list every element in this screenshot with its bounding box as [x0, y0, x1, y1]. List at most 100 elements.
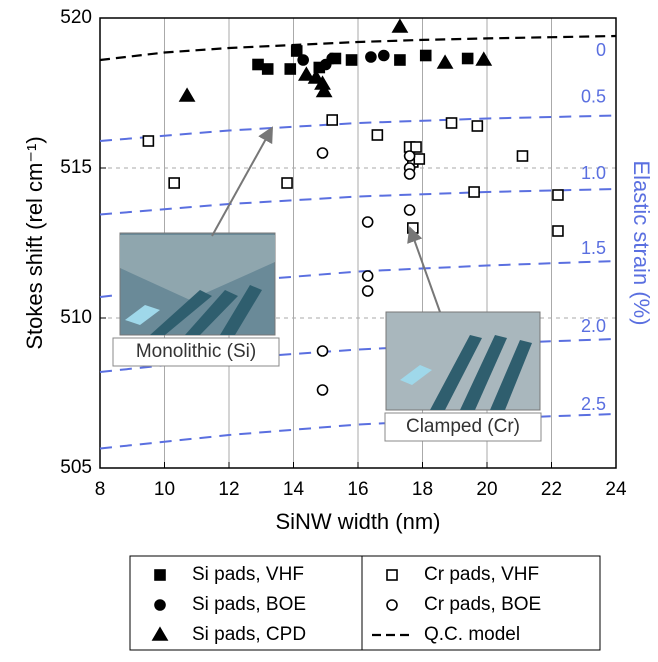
line	[99, 114, 617, 142]
marker-circle	[361, 285, 374, 297]
marker-square	[419, 49, 432, 62]
legend-label: Si pads, CPD	[192, 624, 306, 645]
strain-label: 1.0	[581, 163, 606, 183]
marker-circle	[326, 52, 339, 65]
inset-gap	[125, 305, 160, 325]
marker-triangle	[298, 66, 315, 81]
marker-circle	[386, 599, 398, 611]
strain-label: 2.0	[581, 316, 606, 336]
annotation-box	[112, 337, 280, 367]
inset-monolithic: Monolithic (Si)	[112, 232, 280, 367]
arrow	[211, 126, 273, 237]
marker-square	[445, 117, 458, 129]
arrow	[407, 226, 441, 313]
marker-circle	[297, 54, 309, 66]
inset-wire	[150, 290, 212, 335]
legend-label: Q.C. model	[424, 624, 520, 645]
marker-square	[252, 58, 264, 71]
marker-square	[386, 569, 398, 581]
legend-box	[129, 555, 601, 651]
marker-square	[290, 45, 303, 57]
x-tick-label: 24	[605, 479, 627, 500]
plot-frame	[99, 17, 617, 469]
marker-circle	[316, 147, 329, 159]
x-tick-label: 8	[95, 479, 106, 500]
marker-square	[345, 54, 358, 66]
marker-square	[326, 114, 339, 126]
marker-triangle	[307, 69, 325, 84]
x-tick-label: 18	[412, 479, 433, 500]
inset-wire	[490, 340, 532, 410]
annotation: Clamped (Cr)	[406, 416, 520, 437]
legend-label: Cr pads, VHF	[424, 564, 539, 585]
x-tick-label: 14	[283, 479, 305, 500]
y-tick-label: 520	[60, 7, 92, 28]
marker-circle	[403, 204, 416, 216]
inset-wire	[430, 335, 482, 410]
inset-wire	[220, 285, 262, 335]
legend-label: Si pads, BOE	[192, 594, 306, 615]
inset-clamped: Clamped (Cr)	[384, 311, 542, 442]
marker-square	[168, 177, 180, 189]
y-tick-label: 510	[60, 307, 92, 328]
marker-triangle	[475, 51, 493, 66]
insets: Monolithic (Si) Clamped (Cr)	[112, 126, 542, 442]
marker-circle	[316, 345, 329, 357]
marker-square	[371, 129, 384, 141]
marker-circle	[154, 599, 166, 611]
strain-label: 1.5	[581, 238, 606, 258]
marker-square	[468, 186, 480, 198]
marker-circle	[316, 384, 329, 396]
marker-triangle	[178, 87, 196, 102]
marker-circle	[365, 51, 377, 63]
marker-square	[552, 225, 564, 237]
marker-square	[281, 177, 293, 189]
legend-label: Cr pads, BOE	[424, 594, 541, 615]
x-tick-label: 16	[347, 479, 368, 500]
plot-area: 8 10 12 14 16 18 20 22 24 505 510 515 520 0 0.5 1.0 1.5 2…	[60, 7, 627, 500]
marker-triangle	[436, 54, 454, 69]
marker-square	[284, 63, 297, 75]
legend-label: Si pads, VHF	[192, 564, 304, 585]
y-axis-label: Stokes shift (rel cm⁻¹)	[22, 136, 47, 349]
inset-wire	[185, 290, 238, 335]
marker-square	[471, 120, 484, 132]
x-tick-label: 20	[476, 479, 497, 500]
inset-wire	[460, 335, 507, 410]
inset-pad	[120, 235, 275, 300]
marker-square	[154, 569, 166, 581]
line	[99, 34, 617, 62]
line	[99, 188, 617, 216]
x-tick-label: 12	[218, 479, 239, 500]
marker-square	[261, 63, 274, 75]
marker-triangle	[315, 82, 333, 98]
marker-circle	[377, 49, 390, 62]
marker-circle	[403, 168, 416, 180]
strain-label: 0.5	[581, 86, 606, 106]
legend: Si pads, VHF Si pads, BOE Si pads, CPD Cr p…	[151, 564, 541, 645]
x-tick-label: 22	[541, 479, 562, 500]
marker-circle	[361, 216, 374, 228]
annotation-box	[384, 412, 542, 442]
marker-square	[552, 189, 564, 201]
marker-circle	[403, 150, 416, 162]
marker-square	[407, 222, 419, 234]
x-axis-label: SiNW width (nm)	[275, 509, 440, 534]
y-tick-label: 515	[60, 157, 92, 178]
inset-gap	[400, 365, 432, 385]
marker-square	[142, 135, 155, 147]
marker-square	[413, 153, 426, 165]
marker-square	[516, 150, 529, 162]
y2-axis-label: Elastic strain (%)	[629, 160, 654, 325]
annotation: Monolithic (Si)	[136, 341, 256, 362]
marker-square	[410, 141, 422, 153]
strain-label: 2.5	[581, 394, 606, 414]
marker-square	[394, 54, 406, 66]
strain-label: 0	[596, 40, 606, 60]
marker-triangle	[391, 18, 409, 33]
x-tick-label: 10	[154, 479, 175, 500]
marker-triangle	[151, 626, 169, 641]
y-tick-label: 505	[60, 457, 92, 478]
marker-square	[461, 52, 474, 65]
